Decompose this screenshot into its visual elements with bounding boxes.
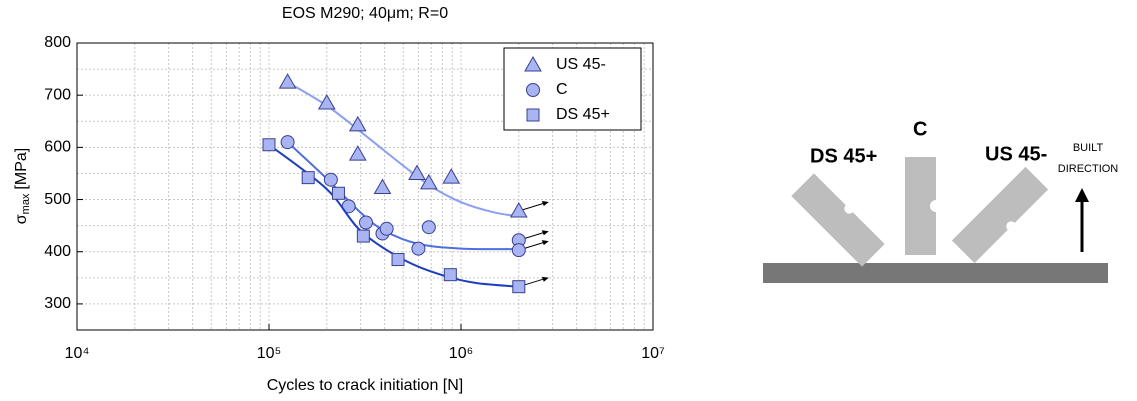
data-point [419, 173, 438, 190]
built-label: BUILT [1073, 142, 1104, 154]
data-point [348, 115, 367, 132]
y-tick-label: 800 [44, 34, 71, 51]
data-point [358, 215, 373, 230]
data-point [443, 268, 457, 282]
y-label-subscript: max [20, 193, 32, 214]
y-tick-label: 300 [44, 295, 71, 312]
y-label-unit: [MPa] [13, 148, 30, 190]
label-c: C [913, 118, 927, 140]
legend-label: C [556, 81, 568, 98]
legend-marker [524, 55, 542, 72]
data-point [278, 73, 297, 89]
data-point [379, 221, 394, 236]
label-us: US 45- [985, 143, 1047, 165]
x-tick-label: 10⁷ [641, 345, 665, 362]
y-tick-label: 500 [44, 191, 71, 208]
x-tick-label: 10⁴ [65, 345, 90, 362]
data-point [331, 186, 345, 200]
specimen-us [951, 166, 1049, 264]
specimen-diagram: DS 45+ C US 45- BUILT DIRECTION [763, 118, 1118, 283]
direction-label: DIRECTION [1058, 163, 1119, 175]
legend-marker [526, 108, 540, 122]
specimen-ds [791, 173, 885, 267]
y-tick-label: 600 [44, 139, 71, 156]
data-point [356, 229, 370, 243]
label-ds: DS 45+ [810, 145, 877, 167]
legend: US 45- C DS 45+ [503, 47, 642, 131]
data-point [348, 145, 367, 161]
legend-label: DS 45+ [556, 106, 610, 123]
legend-label: US 45- [556, 56, 606, 73]
chart-title: EOS M290; 40μm; R=0 [282, 5, 448, 22]
y-axis-label: σmax [MPa] [13, 148, 32, 224]
runout-arrow-head [541, 240, 549, 246]
data-point [512, 280, 526, 294]
legend-marker [526, 83, 540, 97]
data-point [421, 220, 436, 235]
data-point [373, 178, 392, 195]
x-tick-label: 10⁵ [257, 345, 281, 362]
data-point [301, 171, 315, 185]
y-tick-label: 700 [44, 86, 71, 103]
data-point [262, 138, 276, 152]
x-tick-label: 10⁶ [449, 345, 473, 362]
data-point [323, 172, 338, 187]
runout-arrow-head [541, 201, 549, 207]
data-point [509, 202, 528, 218]
plot-frame [76, 42, 654, 331]
runout-arrow-head [541, 276, 549, 282]
y-label-symbol: σ [13, 214, 30, 224]
data-point [391, 253, 405, 267]
data-point [511, 243, 526, 258]
data-point [280, 135, 295, 150]
specimen-c [905, 157, 936, 255]
runout-arrow-head [541, 230, 549, 236]
y-tick-label: 400 [44, 243, 71, 260]
data-point [411, 241, 426, 256]
arrow-head [1075, 188, 1089, 202]
data-point [317, 94, 336, 110]
build-plate [763, 263, 1108, 283]
x-axis-label: Cycles to crack initiation [N] [267, 377, 464, 394]
data-point [442, 168, 461, 184]
data-point [408, 164, 426, 180]
